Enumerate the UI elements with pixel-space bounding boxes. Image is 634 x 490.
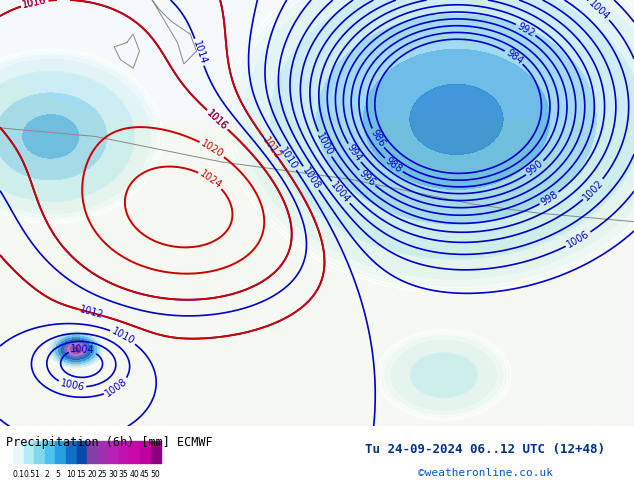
Text: 1: 1: [34, 470, 39, 479]
Bar: [140, 441, 151, 463]
Bar: [0, 0, 634, 120]
Text: 30: 30: [108, 470, 118, 479]
Text: 10: 10: [66, 470, 75, 479]
Text: 1014: 1014: [191, 39, 208, 65]
Bar: [66, 441, 77, 463]
Text: 2: 2: [45, 470, 49, 479]
Text: Precipitation (6h) [mm] ECMWF: Precipitation (6h) [mm] ECMWF: [6, 436, 213, 449]
Text: 0.5: 0.5: [23, 470, 36, 479]
Bar: [77, 441, 87, 463]
Bar: [23, 441, 34, 463]
Text: 1008: 1008: [104, 376, 129, 399]
Text: 40: 40: [129, 470, 139, 479]
Bar: [108, 441, 119, 463]
Text: 1010: 1010: [110, 326, 136, 347]
Text: 998: 998: [539, 189, 560, 207]
Bar: [55, 441, 66, 463]
Text: 990: 990: [525, 159, 545, 178]
Text: 996: 996: [357, 168, 377, 188]
Text: 1002: 1002: [581, 177, 605, 202]
Text: Tu 24-09-2024 06..12 UTC (12+48): Tu 24-09-2024 06..12 UTC (12+48): [365, 443, 605, 457]
Text: 5: 5: [55, 470, 60, 479]
Text: 1020: 1020: [199, 138, 225, 160]
Bar: [151, 441, 161, 463]
Text: 988: 988: [383, 156, 404, 175]
Text: 1000: 1000: [314, 131, 335, 157]
Text: 1024: 1024: [198, 169, 224, 191]
Text: 20: 20: [87, 470, 97, 479]
Text: 1016: 1016: [22, 0, 48, 10]
Text: 1004: 1004: [70, 344, 95, 355]
Text: 1016: 1016: [205, 108, 230, 132]
Bar: [98, 441, 108, 463]
Text: 986: 986: [368, 128, 387, 149]
Text: 1012: 1012: [78, 305, 105, 321]
Bar: [34, 441, 45, 463]
Bar: [45, 441, 55, 463]
Polygon shape: [0, 0, 634, 120]
Text: 0.1: 0.1: [13, 470, 25, 479]
Text: ©weatheronline.co.uk: ©weatheronline.co.uk: [418, 468, 552, 478]
Text: 1006: 1006: [59, 378, 85, 393]
Text: 984: 984: [504, 48, 524, 67]
Text: 992: 992: [515, 21, 536, 39]
Text: 1008: 1008: [300, 165, 322, 191]
Text: 50: 50: [151, 470, 160, 479]
Text: 1016: 1016: [22, 0, 48, 10]
Text: 994: 994: [345, 143, 363, 164]
Bar: [129, 441, 140, 463]
Text: 1004: 1004: [586, 0, 611, 22]
Text: 35: 35: [119, 470, 129, 479]
Text: 1006: 1006: [565, 229, 592, 250]
Text: 15: 15: [77, 470, 86, 479]
Text: 45: 45: [140, 470, 150, 479]
Text: 25: 25: [98, 470, 107, 479]
Bar: [119, 441, 129, 463]
Bar: [87, 441, 98, 463]
Text: 1010: 1010: [278, 145, 299, 171]
Bar: [13, 441, 23, 463]
Text: 1004: 1004: [329, 180, 352, 205]
Text: 1016: 1016: [205, 108, 230, 132]
Text: 1012: 1012: [260, 135, 283, 161]
